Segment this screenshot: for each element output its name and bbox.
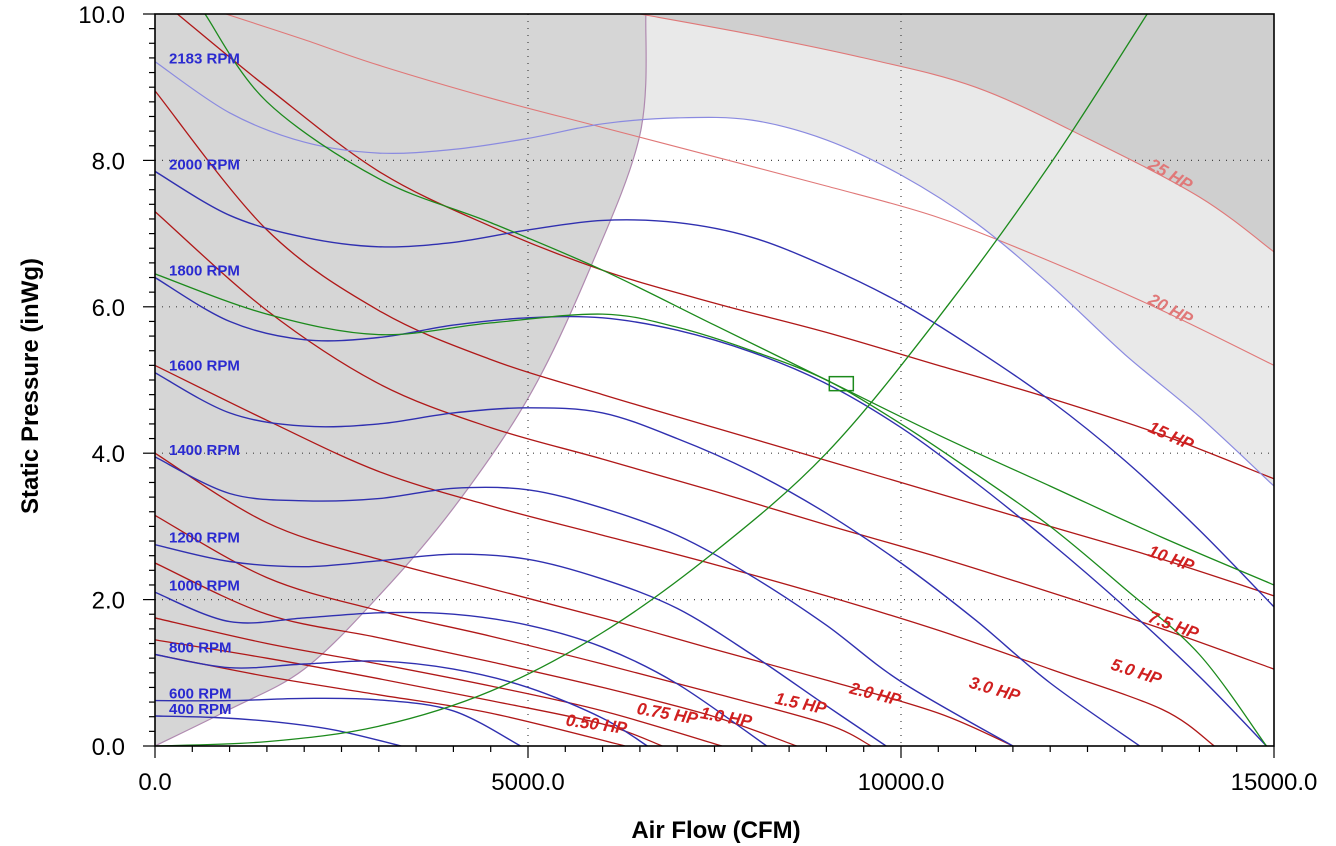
rpm-curve	[155, 715, 402, 746]
y-tick-label: 2.0	[92, 588, 125, 615]
hp-curve	[639, 14, 1274, 253]
hp-curve	[155, 90, 1274, 597]
x-tick-label: 0.0	[138, 769, 171, 796]
hp-curve	[225, 14, 1274, 366]
x-tick-label: 5000.0	[491, 769, 564, 796]
rpm-curve-label: 1400 RPM	[169, 442, 240, 459]
system-curve	[155, 273, 1268, 746]
hp-curve	[155, 653, 626, 746]
system-curve	[204, 14, 1274, 586]
operating-point-marker	[828, 375, 855, 392]
y-axis-title: Static Pressure (inWg)	[17, 258, 44, 514]
hp-curve	[155, 639, 663, 746]
rpm-curve	[155, 591, 768, 746]
axes: 0.0 5000.0 10000.0 15000.0 0.0 2.0 4.0 6.0 8.0 10…	[78, 2, 1317, 796]
rpm-curve	[155, 697, 521, 746]
hp-curve	[155, 514, 872, 746]
rpm-curve-label: 800 RPM	[169, 640, 232, 657]
hp-curve	[155, 562, 797, 746]
y-tick-label: 4.0	[92, 441, 125, 468]
rpm-curve-label: 1600 RPM	[169, 358, 240, 375]
rpm-curve-label: 600 RPM	[169, 686, 232, 703]
system-curve	[155, 14, 1148, 746]
horsepower-curves	[155, 14, 1274, 746]
rpm-curve	[155, 544, 887, 746]
rpm-curve-label: 1800 RPM	[169, 263, 240, 280]
rpm-curve-label: 2183 RPM	[169, 51, 240, 68]
rpm-curve	[155, 276, 1268, 746]
rpm-curve	[155, 653, 648, 746]
x-axis-title: Air Flow (CFM)	[631, 817, 800, 844]
rpm-curve	[155, 372, 1141, 746]
x-tick-label: 10000.0	[858, 769, 945, 796]
hp-curve	[155, 364, 1215, 746]
system-curves	[155, 14, 1274, 746]
x-tick-label: 15000.0	[1231, 769, 1318, 796]
hp-curve	[176, 14, 1274, 480]
rpm-curve	[155, 61, 1274, 487]
rpm-curve-label: 400 RPM	[169, 701, 232, 718]
rpm-curve	[155, 170, 1274, 608]
rpm-curve-label: 1200 RPM	[169, 530, 240, 547]
surge-boundary	[155, 14, 647, 746]
operating-point	[828, 375, 855, 392]
chart-regions	[155, 14, 1274, 746]
rpm-curve	[155, 456, 1014, 746]
y-tick-label: 10.0	[78, 2, 125, 29]
surge-region	[155, 14, 647, 746]
power-limit-region	[639, 14, 1274, 252]
hp-curve	[155, 211, 1274, 670]
y-tick-label: 0.0	[92, 734, 125, 761]
rpm-curve-label: 2000 RPM	[169, 156, 240, 173]
rpm-curve-label: 1000 RPM	[169, 577, 240, 594]
grid-lines	[155, 14, 1274, 746]
y-tick-label: 8.0	[92, 148, 125, 175]
hp-curve	[155, 452, 1014, 746]
y-tick-label: 6.0	[92, 295, 125, 322]
rpm-curves	[155, 61, 1274, 746]
hp-curve	[155, 617, 723, 746]
